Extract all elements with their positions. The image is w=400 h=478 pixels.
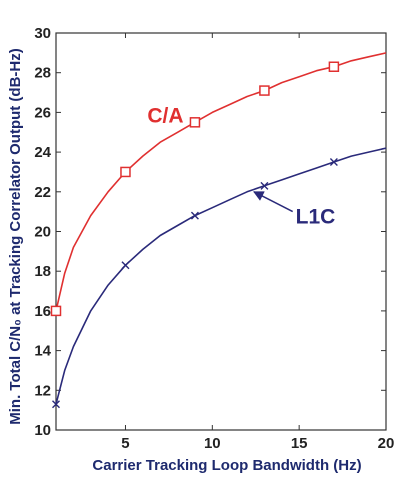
series-line xyxy=(55,147,387,405)
data-point xyxy=(259,85,270,96)
data-point xyxy=(121,261,130,270)
data-point xyxy=(120,166,131,178)
annotation-layer: C/A L1C xyxy=(147,104,335,228)
x-axis-label: Carrier Tracking Loop Bandwidth (Hz) xyxy=(92,457,361,474)
y-tick-label: 20 xyxy=(34,224,51,241)
series-layer xyxy=(50,52,387,409)
data-point xyxy=(190,211,199,220)
y-tick-label: 10 xyxy=(34,422,51,439)
data-point xyxy=(329,158,338,167)
y-tick-label: 18 xyxy=(34,263,51,280)
x-tick-label: 20 xyxy=(378,435,395,452)
series-label-l1c: L1C xyxy=(296,206,336,229)
data-point xyxy=(189,117,201,128)
data-point xyxy=(52,400,60,409)
series-l1c xyxy=(52,147,387,409)
series-label-c-a: C/A xyxy=(147,104,183,127)
y-tick-label: 16 xyxy=(34,303,51,320)
x-tick-label: 10 xyxy=(204,435,221,452)
y-tick-label: 28 xyxy=(34,65,51,82)
y-tick-label: 24 xyxy=(34,144,51,161)
series-c-a xyxy=(50,52,387,317)
axis-ticks: 5 10 15 20 10 12 14 16 18 20 22 24 26 28 30 xyxy=(34,25,394,452)
annotation-arrow xyxy=(253,191,294,213)
y-axis-label: Min. Total C/N₀ at Tracking Correlator O… xyxy=(7,48,24,424)
y-tick-label: 12 xyxy=(34,382,51,399)
series-line xyxy=(55,52,387,312)
y-tick-label: 14 xyxy=(34,343,51,360)
data-point xyxy=(260,181,269,190)
x-tick-label: 5 xyxy=(121,435,129,452)
x-tick-label: 15 xyxy=(291,435,308,452)
data-point xyxy=(328,61,340,72)
y-tick-label: 26 xyxy=(34,104,51,121)
plot-area xyxy=(55,32,387,431)
y-tick-label: 30 xyxy=(34,25,51,42)
data-point xyxy=(50,305,62,317)
y-tick-label: 22 xyxy=(34,184,51,201)
